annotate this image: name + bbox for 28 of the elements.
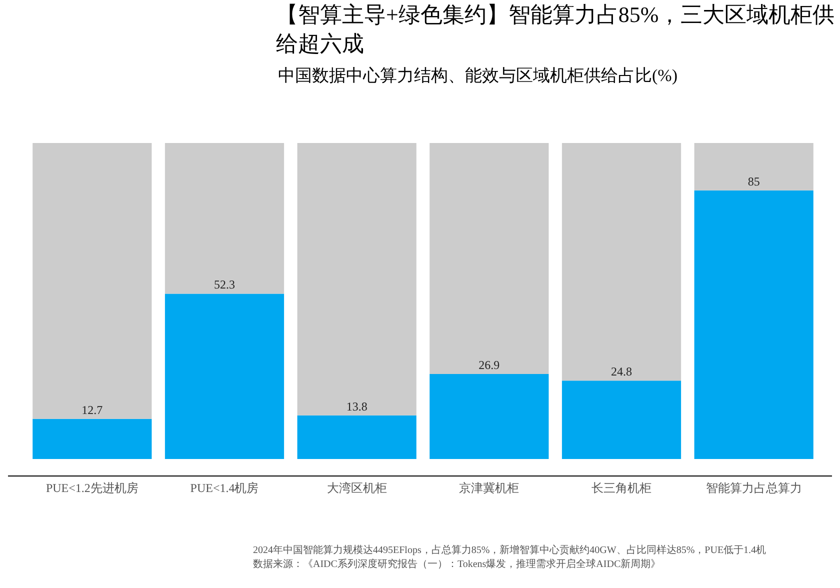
x-tick-label: 长三角机柜 (592, 481, 652, 495)
data-label: 12.7 (82, 402, 103, 417)
bar (694, 143, 814, 190)
x-tick-label: PUE<1.2先进机房 (46, 481, 138, 495)
data-label: 13.8 (346, 399, 368, 414)
bar (430, 374, 549, 459)
text: 2024年中国智能算力规模达4495EFlops，占总算力85%，新增智算中心贡献约40GW、占比同样达85%，PUE低于1.4机 (253, 544, 766, 556)
bar (694, 190, 814, 459)
x-tick-label: 智能算力占总算力 (706, 481, 802, 495)
x-tick-label: 大湾区机柜 (326, 481, 387, 495)
bar (164, 143, 284, 294)
x-tick-label: 京津冀机柜 (459, 481, 520, 495)
data-label: 24.8 (611, 364, 632, 379)
bar (164, 294, 284, 459)
bar (430, 143, 549, 374)
bar (562, 143, 682, 381)
data-label: 85 (748, 174, 760, 188)
chart-title: 【智算主导+绿色集约】智能算力占85%，三大区域机柜供给超六成 (276, 2, 835, 56)
bar (297, 415, 416, 459)
data-label: 26.9 (478, 358, 500, 372)
chart-subtitle: 中国数据中心算力结构、能效与区域机柜供给占比(%) (278, 66, 678, 85)
bar (32, 143, 152, 419)
bar (297, 143, 416, 416)
bar (562, 380, 682, 459)
x-tick-label: PUE<1.4机房 (190, 481, 259, 495)
source-note: 数据来源：《AIDC系列深度研究报告（一）：Tokens爆发，推理需求开启全球AIDC新周期》 (253, 558, 661, 570)
data-label: 52.3 (214, 278, 235, 292)
bar (32, 418, 152, 459)
